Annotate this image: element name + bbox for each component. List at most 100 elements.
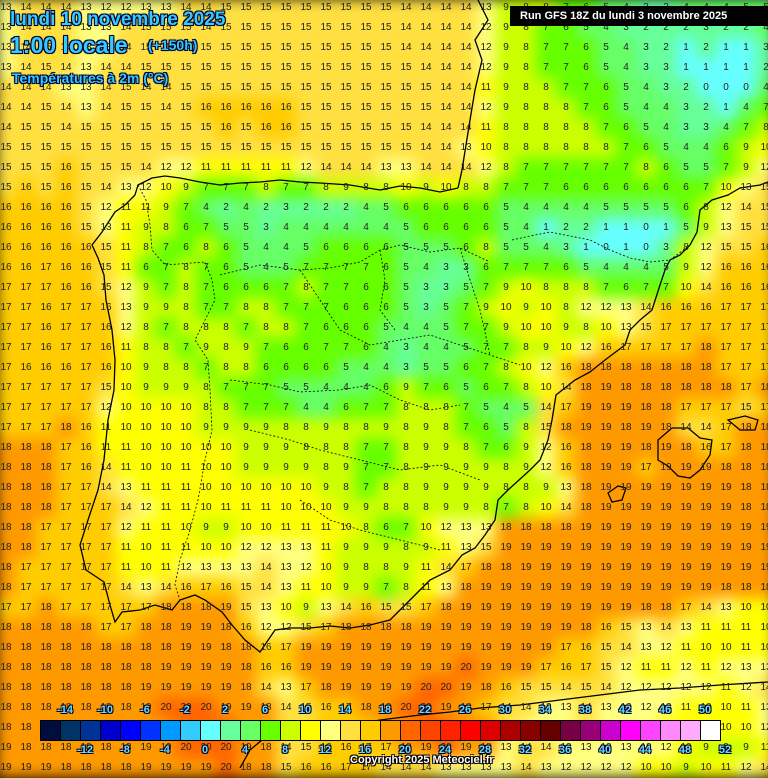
- temperature-value: 17: [0, 322, 12, 333]
- temperature-value: 10: [200, 482, 212, 493]
- temperature-value: 14: [440, 122, 452, 133]
- temperature-value: 13: [220, 562, 232, 573]
- temperature-value: 10: [180, 442, 192, 453]
- temperature-cell: [696, 58, 716, 78]
- temperature-value: 13: [100, 222, 112, 233]
- temperature-value: 18: [180, 602, 192, 613]
- temperature-value: 7: [483, 322, 489, 333]
- legend-swatch: [461, 721, 481, 740]
- temperature-cell: [196, 158, 216, 178]
- temperature-value: 11: [140, 482, 152, 493]
- temperature-value: 16: [220, 102, 232, 113]
- temperature-value: 18: [20, 542, 32, 553]
- temperature-value: 8: [303, 282, 309, 293]
- temperature-value: 10: [140, 562, 152, 573]
- temperature-value: 10: [260, 522, 272, 533]
- temperature-value: 14: [460, 122, 472, 133]
- temperature-value: 17: [560, 402, 572, 413]
- temperature-value: 4: [643, 262, 649, 273]
- temperature-value: 7: [503, 502, 509, 513]
- temperature-value: 17: [80, 402, 92, 413]
- temperature-value: 5: [623, 82, 629, 93]
- temperature-value: 6: [583, 62, 589, 73]
- temperature-value: 4: [403, 322, 409, 333]
- temperature-value: 17: [20, 282, 32, 293]
- temperature-value: 7: [563, 42, 569, 53]
- temperature-value: 16: [100, 302, 112, 313]
- temperature-value: 16: [100, 362, 112, 373]
- temperature-cell: [236, 98, 256, 118]
- temperature-value: 5: [683, 162, 689, 173]
- temperature-value: 2: [323, 202, 329, 213]
- temperature-value: 3: [403, 362, 409, 373]
- temperature-cell: [496, 138, 516, 158]
- temperature-value: 18: [500, 562, 512, 573]
- temperature-value: 19: [520, 542, 532, 553]
- temperature-cell: [356, 58, 376, 78]
- temperature-value: 9: [443, 462, 449, 473]
- temperature-value: 9: [523, 442, 529, 453]
- temperature-value: 4: [323, 382, 329, 393]
- temperature-value: 18: [480, 562, 492, 573]
- temperature-value: 15: [260, 62, 272, 73]
- temperature-value: 16: [680, 302, 692, 313]
- temperature-value: 18: [740, 442, 752, 453]
- temperature-value: 7: [363, 482, 369, 493]
- temperature-value: 10: [220, 442, 232, 453]
- temperature-value: 15: [580, 682, 592, 693]
- temperature-value: 4: [523, 202, 529, 213]
- temperature-value: 12: [300, 562, 312, 573]
- temperature-cell: [256, 178, 276, 198]
- temperature-cell: [456, 0, 476, 18]
- temperature-value: 17: [80, 562, 92, 573]
- temperature-cell: [96, 78, 116, 98]
- temperature-cell: [536, 178, 556, 198]
- temperature-value: 9: [363, 542, 369, 553]
- temperature-value: 4: [343, 222, 349, 233]
- legend-swatch: [61, 721, 81, 740]
- temperature-value: 12: [180, 162, 192, 173]
- temperature-value: 4: [283, 222, 289, 233]
- temperature-value: 18: [60, 662, 72, 673]
- temperature-value: 19: [460, 642, 472, 653]
- temperature-value: 8: [343, 442, 349, 453]
- temperature-value: 17: [20, 422, 32, 433]
- temperature-value: 19: [160, 682, 172, 693]
- temperature-value: 8: [523, 342, 529, 353]
- temperature-value: 3: [563, 242, 569, 253]
- temperature-value: 15: [380, 22, 392, 33]
- temperature-value: 7: [543, 162, 549, 173]
- temperature-cell: [756, 58, 768, 78]
- temperature-value: 6: [143, 262, 149, 273]
- temperature-cell: [236, 78, 256, 98]
- temperature-value: 19: [440, 642, 452, 653]
- temperature-value: 14: [260, 562, 272, 573]
- temperature-cell: [76, 178, 96, 198]
- temperature-value: 8: [283, 322, 289, 333]
- temperature-value: 12: [440, 522, 452, 533]
- temperature-value: 19: [760, 562, 768, 573]
- temperature-cell: [456, 178, 476, 198]
- temperature-value: 2: [583, 222, 589, 233]
- temperature-value: 15: [540, 682, 552, 693]
- temperature-value: 18: [680, 382, 692, 393]
- temperature-cell: [496, 158, 516, 178]
- temperature-value: 17: [140, 602, 152, 613]
- temperature-value: 7: [743, 122, 749, 133]
- legend-label-top: 6: [261, 704, 269, 716]
- temperature-value: 14: [420, 162, 432, 173]
- temperature-value: 18: [440, 602, 452, 613]
- temperature-cell: [336, 178, 356, 198]
- temperature-value: 9: [443, 482, 449, 493]
- temperature-cell: [336, 98, 356, 118]
- temperature-value: 12: [480, 62, 492, 73]
- temperature-value: 19: [40, 762, 52, 773]
- temperature-cell: [496, 78, 516, 98]
- temperature-cell: [396, 58, 416, 78]
- temperature-value: 15: [280, 22, 292, 33]
- temperature-value: 1: [723, 102, 729, 113]
- temperature-cell: [596, 118, 616, 138]
- temperature-value: 6: [423, 202, 429, 213]
- temperature-cell: [176, 178, 196, 198]
- temperature-cell: [296, 158, 316, 178]
